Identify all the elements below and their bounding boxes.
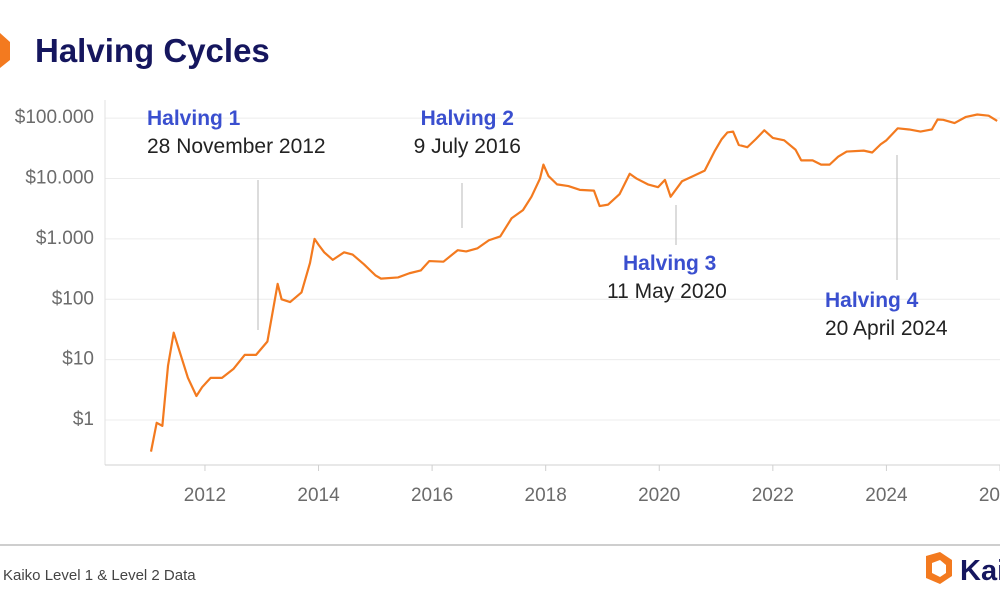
y-tick-label: $100.000 <box>15 107 94 128</box>
footer-logo: Kaiko <box>926 552 1000 587</box>
annotation-date: 9 July 2016 <box>414 135 521 158</box>
y-tick-label: $1 <box>73 409 94 430</box>
annotation-date: 11 May 2020 <box>607 280 727 303</box>
annotation-title: Halving 4 <box>825 289 919 312</box>
annotation-date: 28 November 2012 <box>147 135 326 158</box>
y-tick-label: $10.000 <box>25 168 94 189</box>
title-logo <box>0 33 10 68</box>
x-tick-label: 2024 <box>865 485 908 506</box>
source-note: Kaiko Level 1 & Level 2 Data <box>3 567 196 584</box>
x-tick-label: 2026 <box>979 485 1000 506</box>
y-tick-label: $1.000 <box>36 228 94 249</box>
annotation-title: Halving 1 <box>147 107 241 130</box>
x-tick-label: 2020 <box>638 485 680 506</box>
y-tick-label: $10 <box>62 349 94 370</box>
annotation-title: Halving 2 <box>421 107 514 130</box>
annotation-title: Halving 3 <box>623 252 716 275</box>
x-tick-label: 2018 <box>525 485 567 506</box>
logo-text: Kaiko <box>960 555 1000 587</box>
chart-title: Halving Cycles <box>35 32 270 69</box>
x-tick-label: 2016 <box>411 485 453 506</box>
y-tick-label: $100 <box>52 288 94 309</box>
x-tick-label: 2012 <box>184 485 226 506</box>
x-tick-label: 2014 <box>297 485 340 506</box>
x-tick-label: 2022 <box>752 485 794 506</box>
annotation-date: 20 April 2024 <box>825 317 948 340</box>
logo-icon-hole <box>932 560 946 577</box>
price-line <box>149 113 998 452</box>
